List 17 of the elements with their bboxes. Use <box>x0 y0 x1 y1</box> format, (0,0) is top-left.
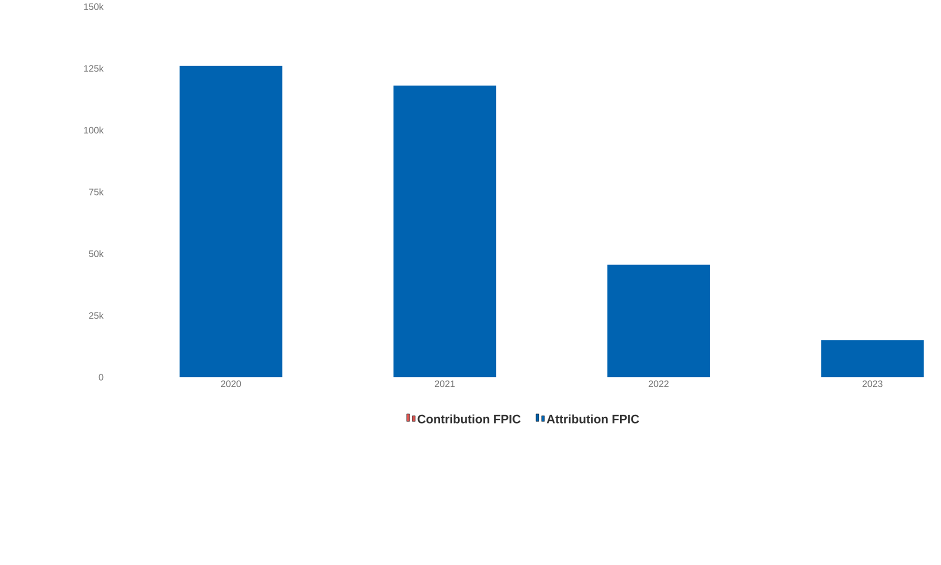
y-tick-label: 125k <box>84 64 104 72</box>
y-tick-label: 25k <box>89 312 104 319</box>
bar <box>393 86 496 378</box>
y-tick-label: 150k <box>84 3 104 10</box>
bar <box>821 340 924 378</box>
x-tick-label: 2022 <box>648 380 669 388</box>
y-tick-label: 50k <box>88 250 104 258</box>
y-tick-label: 0 <box>98 374 104 380</box>
x-tick-label: 2023 <box>862 380 882 388</box>
y-tick-label: 100k <box>84 126 104 134</box>
x-tick-label: 2021 <box>434 380 455 388</box>
legend-label: Attribution FPIC <box>546 414 640 424</box>
bar <box>607 264 710 378</box>
bar <box>180 66 282 378</box>
legend-label: Contribution FPIC <box>418 414 521 424</box>
x-tick-label: 2020 <box>221 380 241 388</box>
y-tick-label: 75k <box>89 188 104 196</box>
